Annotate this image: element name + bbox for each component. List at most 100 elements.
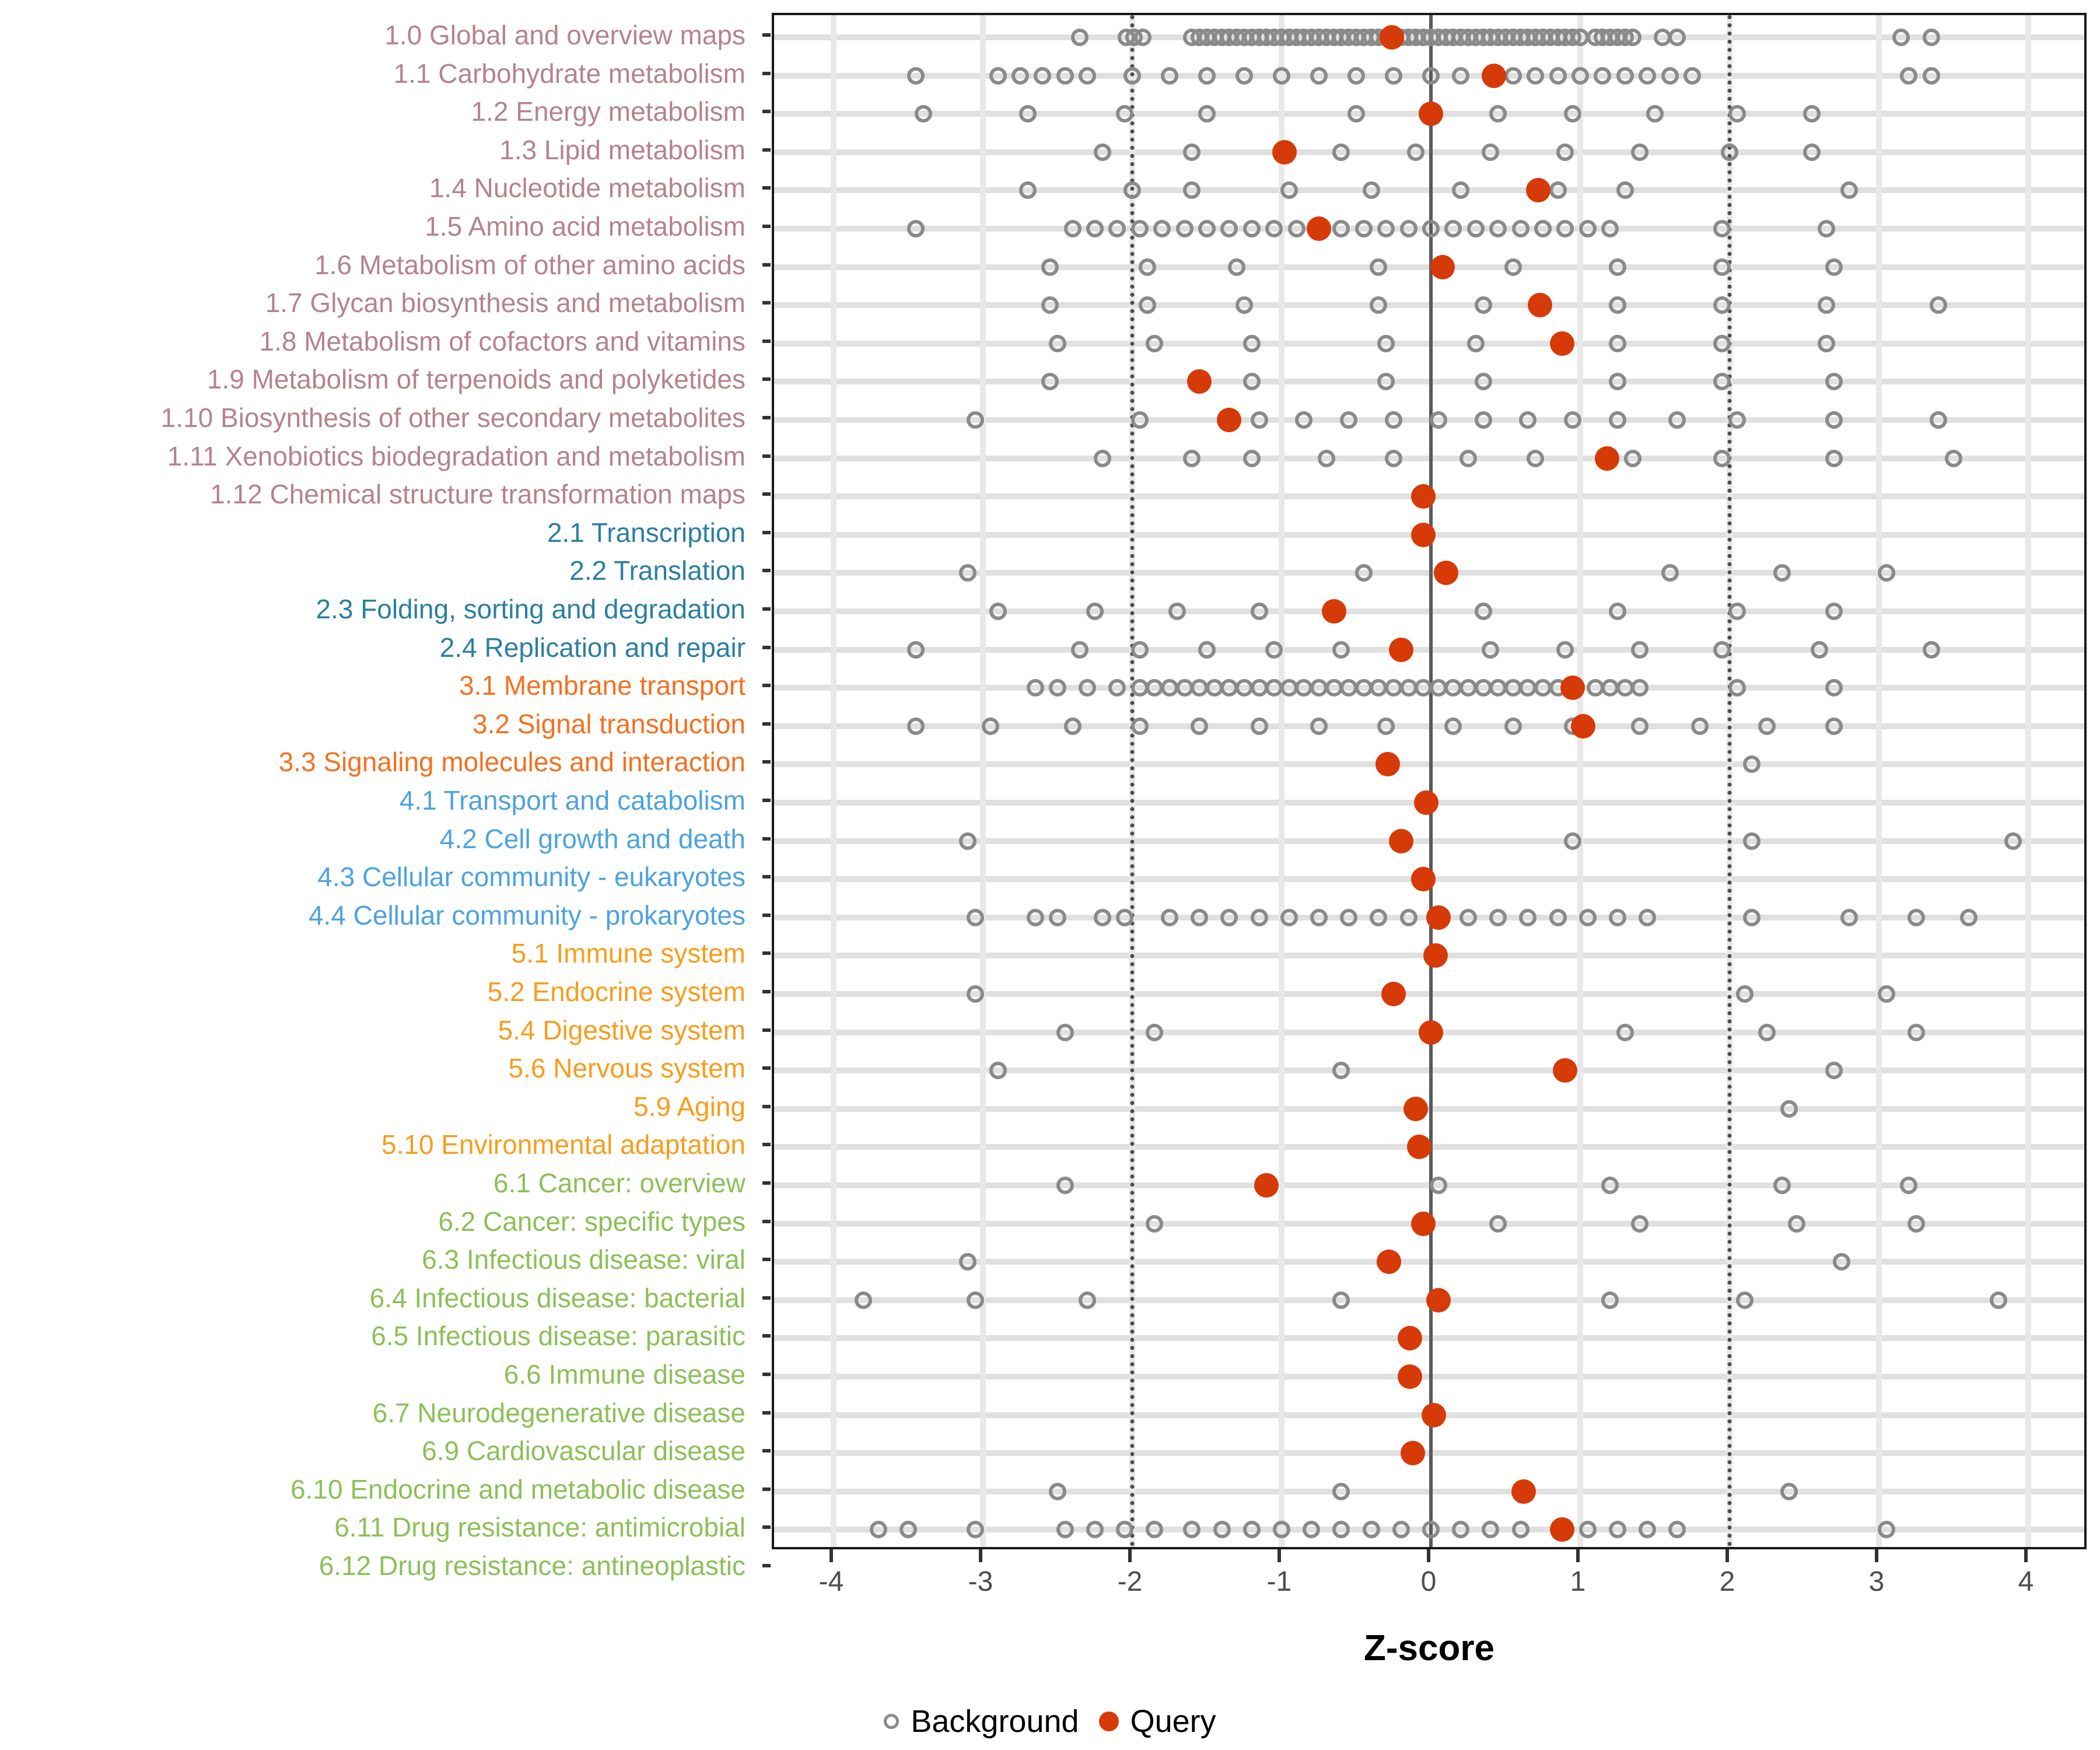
query-point[interactable] [1254,1173,1279,1198]
query-point[interactable] [1414,790,1439,815]
background-point [1489,908,1507,926]
query-point[interactable] [1511,1479,1536,1504]
query-point[interactable] [1426,1287,1451,1312]
background-point [1340,908,1358,926]
background-point [1079,679,1097,697]
category-label: 5.9 Aging [634,1091,746,1122]
background-point [1519,411,1537,429]
gridline-vertical [980,15,986,1547]
query-point[interactable] [1526,178,1551,203]
filled-circle-icon [1098,1712,1119,1731]
query-point[interactable] [1571,713,1596,738]
background-point [1332,220,1350,237]
query-point[interactable] [1550,1517,1575,1542]
query-point[interactable] [1187,369,1212,394]
background-point [1079,1291,1097,1309]
background-point [1482,143,1500,161]
y-axis-tick [762,1028,771,1032]
background-point [1908,1023,1925,1041]
background-point [1631,640,1649,659]
query-point[interactable] [1419,1020,1443,1045]
background-point [1877,985,1895,1003]
query-point[interactable] [1481,63,1506,88]
y-axis-tick [762,1449,771,1453]
query-point[interactable] [1380,25,1405,50]
background-point [1609,296,1626,314]
background-point [989,1062,1007,1080]
background-point [1609,411,1626,429]
query-point[interactable] [1375,752,1400,777]
background-point [1242,449,1261,467]
query-point[interactable] [1217,408,1242,432]
query-point[interactable] [1388,637,1413,662]
query-point[interactable] [1406,1135,1432,1160]
background-point [1242,220,1261,237]
category-label: 6.10 Endocrine and metabolic disease [290,1474,746,1504]
background-point [1340,411,1358,429]
query-point[interactable] [1433,561,1458,586]
x-axis-tick [1726,1549,1729,1562]
y-axis-tick [762,875,771,879]
background-point [1452,66,1470,85]
category-label: 5.1 Immune system [511,938,746,969]
gridline-vertical [1876,15,1882,1547]
x-axis-title: Z-score [1364,1628,1494,1668]
legend-label-query: Query [1130,1704,1216,1739]
category-label: 6.4 Infectious disease: bacterial [369,1282,746,1313]
query-point[interactable] [1411,522,1436,547]
category-label: 1.9 Metabolism of terpenoids and polyket… [206,364,746,395]
legend-item-background[interactable]: Background [884,1703,1079,1740]
background-point [1803,143,1821,161]
query-point[interactable] [1398,1364,1423,1389]
y-axis-tick [762,377,771,382]
background-point [1825,411,1843,429]
background-point [1273,66,1290,85]
query-point[interactable] [1423,943,1448,968]
category-axis-labels: 1.0 Global and overview maps 1.1 Carbohyd… [0,0,771,1579]
background-point [1041,296,1059,314]
background-point [1385,411,1402,429]
query-point[interactable] [1272,139,1297,164]
background-point [1489,105,1507,123]
query-point[interactable] [1560,676,1586,701]
query-point[interactable] [1307,216,1331,241]
legend-item-query[interactable]: Query [1098,1703,1216,1740]
query-point[interactable] [1527,293,1552,318]
query-point[interactable] [1401,1441,1426,1466]
background-point [1362,1521,1380,1539]
background-point [1124,181,1141,200]
query-point[interactable] [1377,1250,1402,1275]
background-point [1713,258,1731,276]
query-point[interactable] [1550,331,1575,356]
open-circle-icon [884,1714,900,1729]
y-axis-tick [762,1487,771,1491]
query-point[interactable] [1553,1058,1578,1083]
background-point [1168,603,1186,620]
background-point [959,832,977,850]
query-point[interactable] [1398,1326,1423,1351]
background-point [1556,640,1574,659]
category-label: 1.2 Energy metabolism [471,96,746,127]
query-point[interactable] [1426,905,1451,930]
query-point[interactable] [1419,102,1443,127]
background-point [1422,1521,1440,1539]
category-label: 5.4 Digestive system [498,1014,746,1045]
query-point[interactable] [1411,1211,1436,1236]
query-point[interactable] [1381,982,1406,1006]
background-point [1460,908,1477,926]
background-point [1198,220,1216,237]
query-point[interactable] [1422,1402,1447,1427]
background-point [2004,832,2022,850]
background-point [1631,1214,1649,1233]
query-point[interactable] [1411,484,1436,509]
background-point [989,66,1007,85]
background-point [1124,66,1141,85]
background-point [1332,640,1350,659]
query-point[interactable] [1411,867,1436,892]
query-point[interactable] [1404,1096,1429,1121]
query-point[interactable] [1388,828,1413,853]
background-point [967,1521,985,1539]
query-point[interactable] [1595,446,1620,471]
query-point[interactable] [1321,599,1346,624]
query-point[interactable] [1430,254,1455,279]
